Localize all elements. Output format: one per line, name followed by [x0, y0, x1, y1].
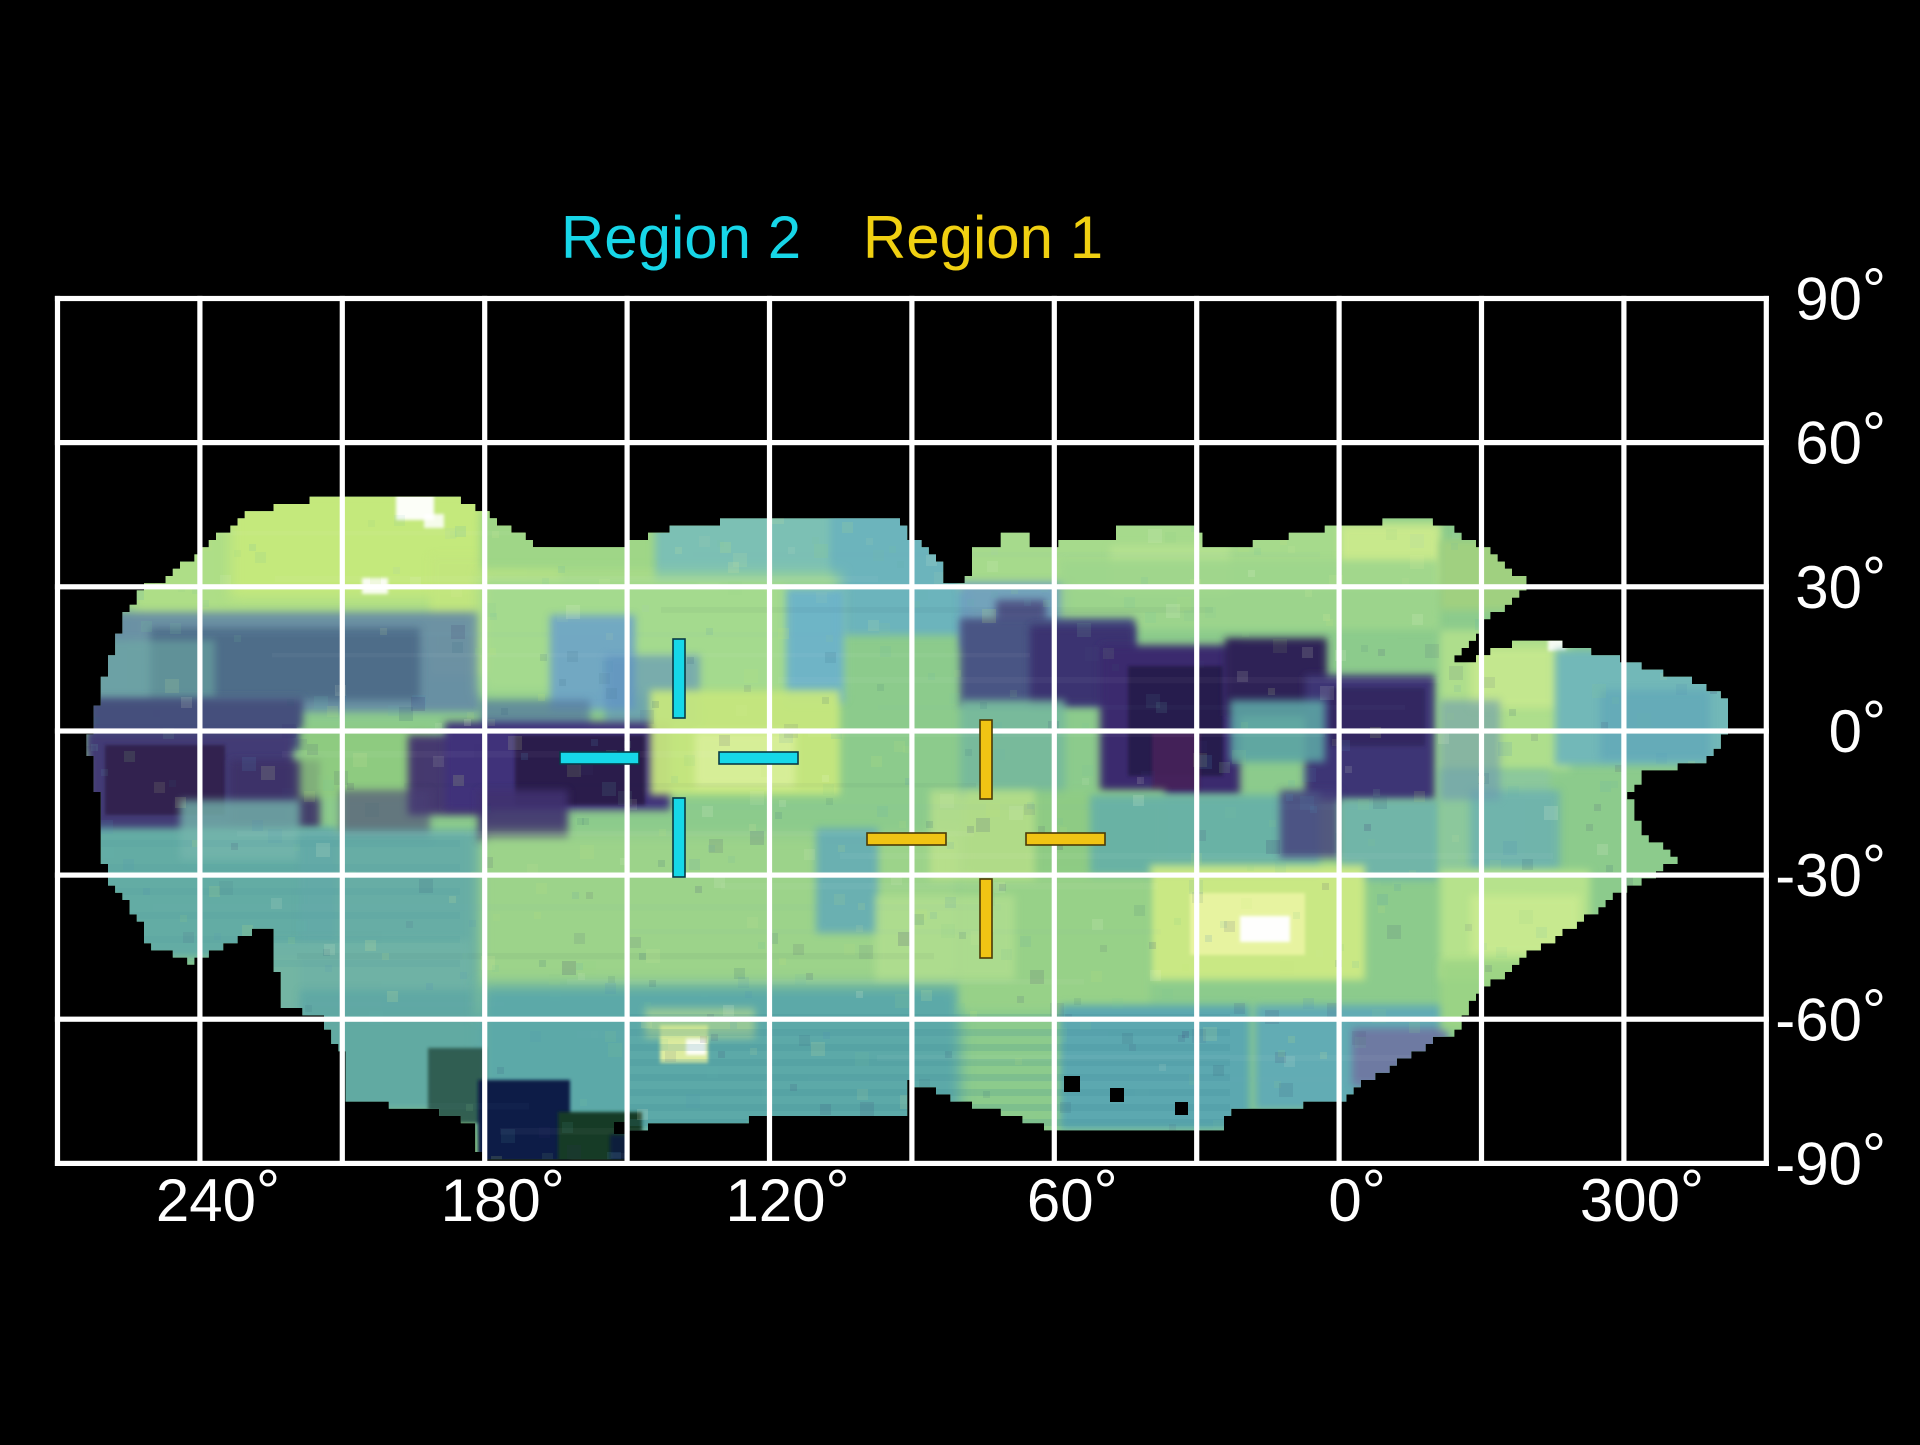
svg-text:300°: 300° [1580, 1158, 1704, 1234]
svg-text:90°: 90° [1795, 257, 1886, 333]
svg-text:0°: 0° [1328, 1158, 1385, 1234]
svg-text:180°: 180° [441, 1158, 565, 1234]
svg-text:30°: 30° [1795, 545, 1886, 621]
svg-text:Region 2: Region 2 [561, 204, 801, 271]
svg-text:Region 1: Region 1 [863, 204, 1103, 271]
svg-text:60°: 60° [1027, 1158, 1118, 1234]
svg-text:-90°: -90° [1775, 1121, 1886, 1197]
svg-text:60°: 60° [1795, 401, 1886, 477]
svg-text:-60°: -60° [1775, 977, 1886, 1053]
svg-text:120°: 120° [725, 1158, 849, 1234]
svg-text:0°: 0° [1829, 689, 1886, 765]
svg-text:240°: 240° [156, 1158, 280, 1234]
svg-text:-30°: -30° [1775, 833, 1886, 909]
